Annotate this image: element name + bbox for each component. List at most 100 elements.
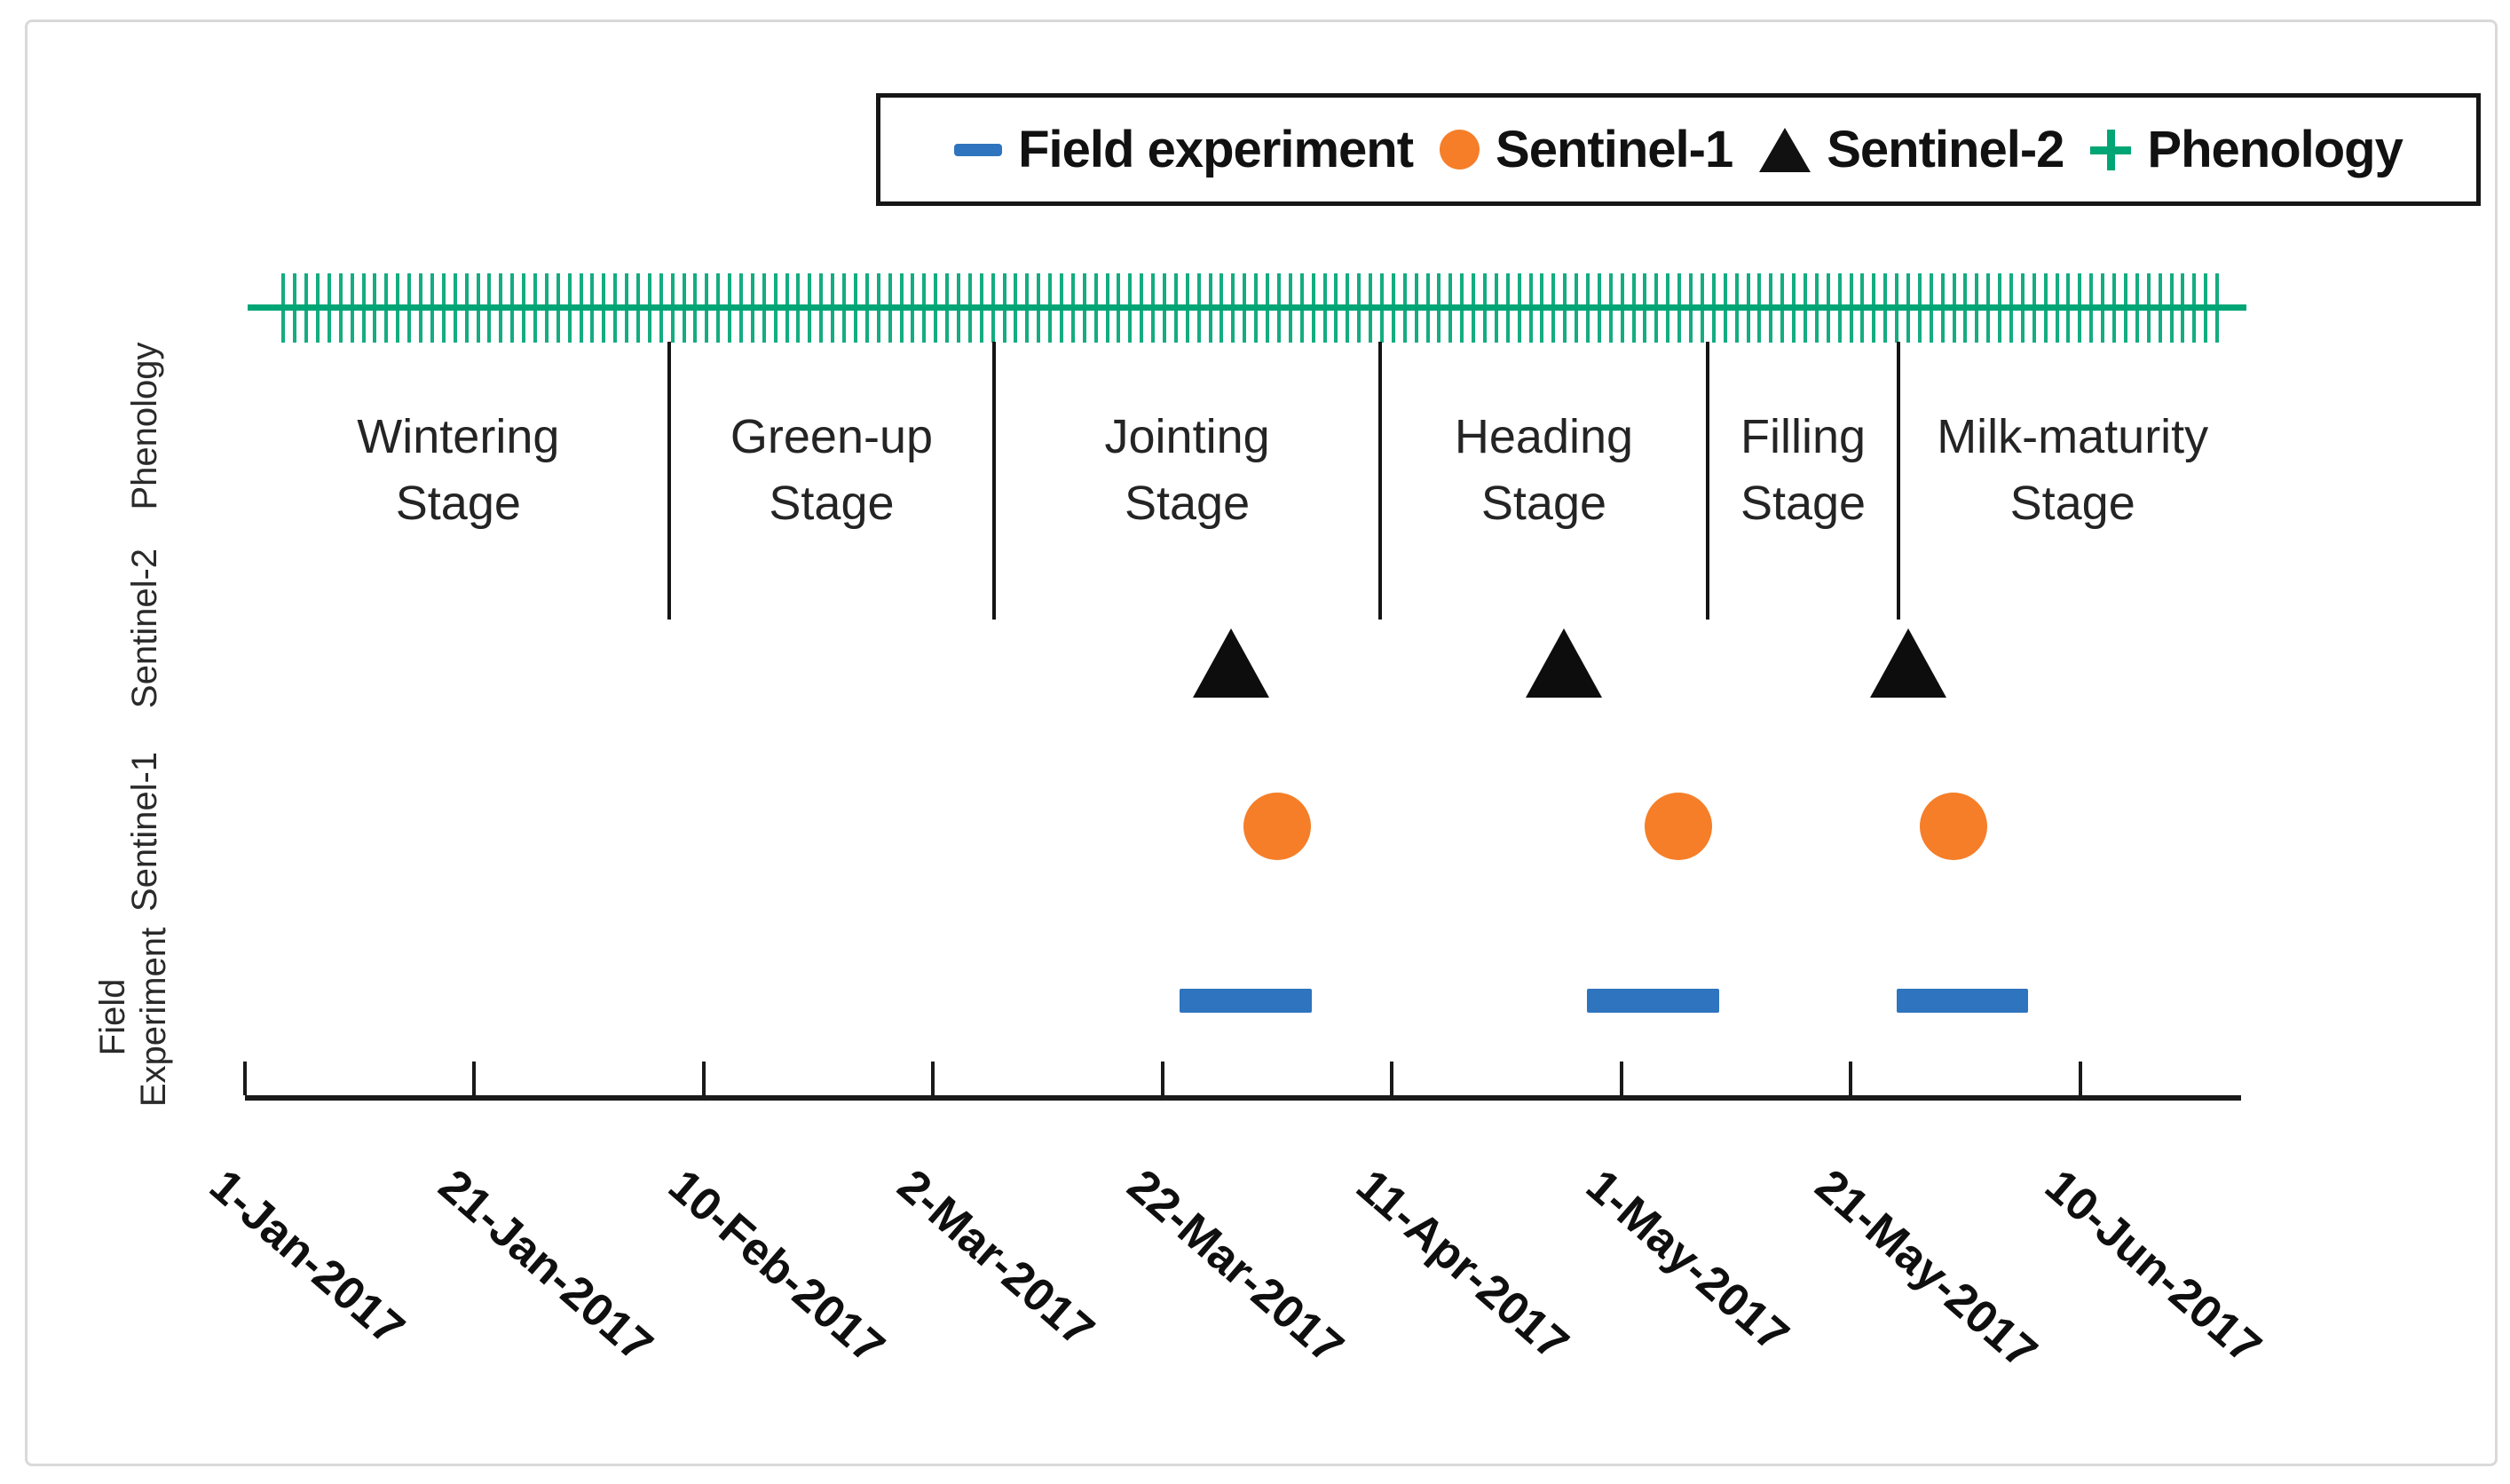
phenology-observation-tick (1357, 273, 1362, 343)
phenology-observation-tick (1391, 273, 1395, 343)
phenology-observation-tick (2055, 273, 2059, 343)
phenology-observation-tick (1002, 273, 1006, 343)
phenology-observation-tick (979, 273, 983, 343)
legend-label: Sentinel-1 (1496, 121, 1733, 178)
stage-divider (1897, 342, 1901, 620)
phenology-observation-tick (1494, 273, 1498, 343)
phenology-observation-tick (785, 273, 789, 343)
phenology-observation-tick (1917, 273, 1922, 343)
field-experiment-period-bar (1586, 989, 1719, 1013)
phenology-observation-tick (1689, 273, 1693, 343)
phenology-observation-tick (2204, 273, 2208, 343)
phenology-observation-tick (922, 273, 927, 343)
phenology-observation-tick (1128, 273, 1133, 343)
plus-vertical-bar (2107, 129, 2116, 170)
phenology-observation-tick (579, 273, 583, 343)
phenology-observation-tick (911, 273, 915, 343)
phenology-observation-tick (1425, 273, 1430, 343)
legend-item-field-experiment: Field experiment (954, 120, 1414, 179)
phenology-observation-tick (1757, 273, 1762, 343)
row-label-sentinel-1: Sentinel-1 (125, 751, 164, 912)
phenology-observation-tick (1219, 273, 1224, 343)
phenology-observation-tick (1597, 273, 1601, 343)
phenology-observation-tick (1322, 273, 1327, 343)
phenology-observation-tick (1952, 273, 1956, 343)
sentinel-1-circle-icon (1440, 130, 1480, 170)
phenology-observation-tick (1437, 273, 1441, 343)
phenology-observation-tick (327, 273, 331, 343)
phenology-observation-tick (1060, 273, 1063, 343)
phenology-observation-tick (808, 273, 812, 343)
phenology-observation-tick (1173, 273, 1178, 343)
x-axis-tick (931, 1062, 935, 1095)
phenology-observation-tick (1070, 273, 1075, 343)
phenology-observation-tick (762, 273, 766, 343)
phenology-observation-tick (2101, 273, 2105, 343)
phenology-observation-tick (476, 273, 480, 343)
phenology-observation-tick (1299, 273, 1304, 343)
phenology-observation-tick (1986, 273, 1991, 343)
stage-label-jointing: Jointing Stage (1104, 410, 1270, 530)
phenology-observation-tick (1586, 273, 1590, 343)
sentinel-1-acquisition-marker (1920, 793, 1988, 860)
stage-divider (1378, 342, 1383, 620)
phenology-observation-tick (1849, 273, 1853, 343)
phenology-observation-tick (487, 273, 492, 343)
phenology-observation-tick (1185, 273, 1189, 343)
phenology-observation-tick (1517, 273, 1521, 343)
phenology-observation-tick (1254, 273, 1259, 343)
sentinel-1-acquisition-marker (1243, 793, 1312, 860)
stage-label-wintering: Wintering Stage (357, 410, 560, 530)
phenology-observation-tick (1346, 273, 1350, 343)
phenology-observation-tick (1151, 273, 1156, 343)
phenology-observation-tick (1666, 273, 1670, 343)
phenology-observation-tick (1872, 273, 1876, 343)
phenology-observation-tick (350, 273, 354, 343)
phenology-observation-tick (1140, 273, 1144, 343)
phenology-observation-tick (533, 273, 537, 343)
phenology-observation-tick (819, 273, 824, 343)
x-axis-tick (701, 1062, 706, 1095)
field-experiment-period-bar (1896, 989, 2029, 1013)
phenology-observation-tick (1379, 273, 1384, 343)
phenology-observation-tick (967, 273, 972, 343)
phenology-observation-tick (2089, 273, 2094, 343)
phenology-observation-tick (636, 273, 640, 343)
phenology-observation-tick (1551, 273, 1556, 343)
phenology-observation-tick (1540, 273, 1544, 343)
phenology-observation-tick (453, 273, 457, 343)
x-axis-tick (1619, 1062, 1623, 1095)
phenology-observation-tick (1334, 273, 1338, 343)
phenology-observation-tick (2066, 273, 2071, 343)
phenology-observation-tick (1608, 273, 1613, 343)
phenology-observation-tick (1196, 273, 1201, 343)
x-axis-tick (472, 1062, 477, 1095)
phenology-observation-tick (2032, 273, 2036, 343)
phenology-observation-tick (842, 273, 847, 343)
phenology-observation-tick (1460, 273, 1464, 343)
field-experiment-period-bar (1180, 989, 1312, 1013)
phenology-observation-tick (522, 273, 526, 343)
phenology-observation-tick (796, 273, 801, 343)
phenology-observation-tick (1963, 273, 1968, 343)
phenology-observation-tick (1243, 273, 1247, 343)
phenology-observation-tick (510, 273, 515, 343)
phenology-observation-tick (1734, 273, 1739, 343)
phenology-observation-tick (2123, 273, 2127, 343)
phenology-observation-tick (899, 273, 904, 343)
sentinel-2-acquisition-marker (1869, 628, 1946, 698)
sentinel-2-acquisition-marker (1193, 628, 1270, 698)
legend-label: Phenology (2147, 121, 2403, 178)
phenology-observation-tick (888, 273, 892, 343)
phenology-observation-tick (1940, 273, 1945, 343)
phenology-observation-tick (670, 273, 675, 343)
phenology-observation-tick (739, 273, 744, 343)
phenology-observation-tick (1860, 273, 1865, 343)
phenology-observation-tick (716, 273, 721, 343)
phenology-observation-tick (361, 273, 366, 343)
phenology-observation-tick (464, 273, 469, 343)
phenology-observation-tick (876, 273, 880, 343)
phenology-observation-tick (1906, 273, 1910, 343)
phenology-observation-tick (1414, 273, 1418, 343)
